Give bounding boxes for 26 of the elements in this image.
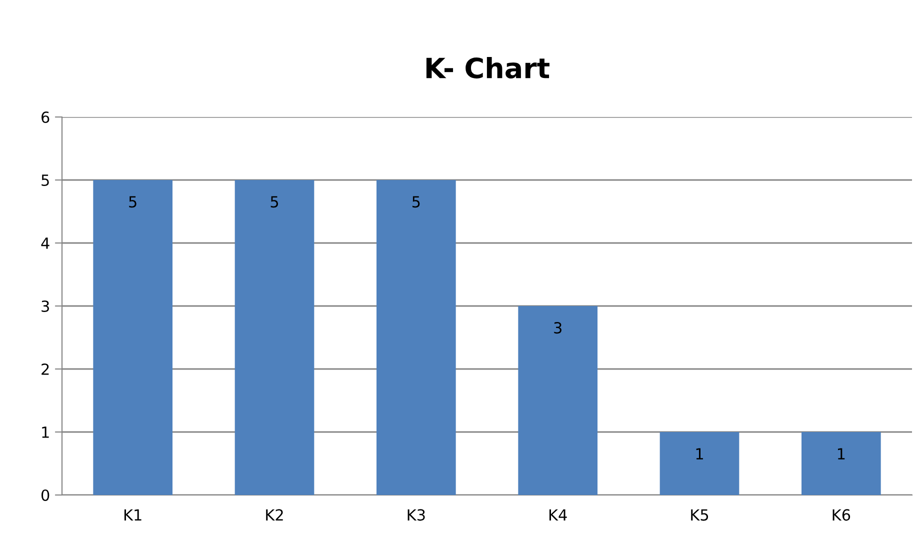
- y-tick-label: 2: [42, 363, 49, 375]
- x-tick-label: K3: [408, 509, 425, 521]
- x-tick-label: K1: [124, 509, 142, 520]
- y-tick-label: 4: [41, 238, 50, 249]
- y-tick-label: 5: [42, 174, 49, 186]
- bar: [234, 180, 314, 495]
- data-label: 3: [554, 322, 562, 334]
- y-tick-label: 3: [42, 300, 49, 312]
- bar: [376, 180, 456, 495]
- x-tick-label: K4: [549, 509, 567, 520]
- x-tick-label: K2: [266, 509, 283, 520]
- bar: [660, 432, 740, 495]
- data-label: 5: [129, 196, 136, 208]
- data-label: 1: [696, 448, 703, 460]
- x-tick-label: K5: [691, 509, 708, 521]
- y-tick-label: 0: [41, 489, 50, 502]
- bar: [93, 180, 172, 495]
- bar: [518, 306, 598, 495]
- chart-title: K- Chart: [426, 57, 550, 79]
- data-label: 5: [270, 196, 278, 208]
- y-tick-label: 1: [42, 426, 49, 438]
- data-label: 1: [838, 448, 845, 460]
- data-label: 5: [412, 196, 420, 208]
- y-tick-label: 6: [42, 111, 50, 124]
- x-tick-label: K6: [832, 509, 850, 521]
- bar: [802, 432, 881, 495]
